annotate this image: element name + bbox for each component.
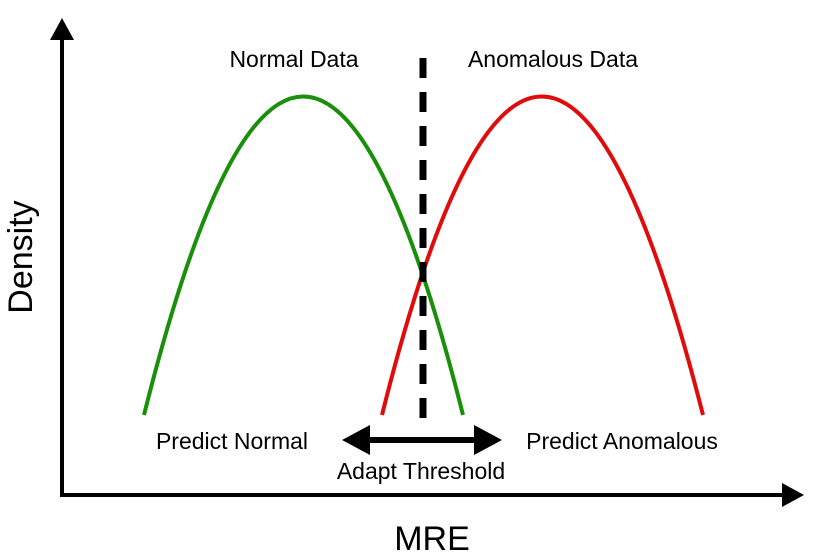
predict-normal-label: Predict Normal: [156, 428, 308, 454]
x-axis-arrow-icon: [782, 483, 804, 507]
x-axis-label: MRE: [394, 520, 470, 558]
normal-data-curve: [142, 94, 465, 416]
anomalous-data-label: Anomalous Data: [468, 46, 638, 72]
predict-anomalous-label: Predict Anomalous: [526, 428, 718, 454]
normal-data-label: Normal Data: [229, 46, 358, 72]
adapt-left-arrow-icon: [342, 425, 370, 455]
adapt-right-arrow-icon: [474, 425, 502, 455]
anomalous-data-curve: [380, 94, 705, 416]
y-axis-arrow-icon: [50, 18, 74, 40]
y-axis-label: Density: [2, 200, 40, 313]
adapt-threshold-label: Adapt Threshold: [337, 458, 505, 484]
